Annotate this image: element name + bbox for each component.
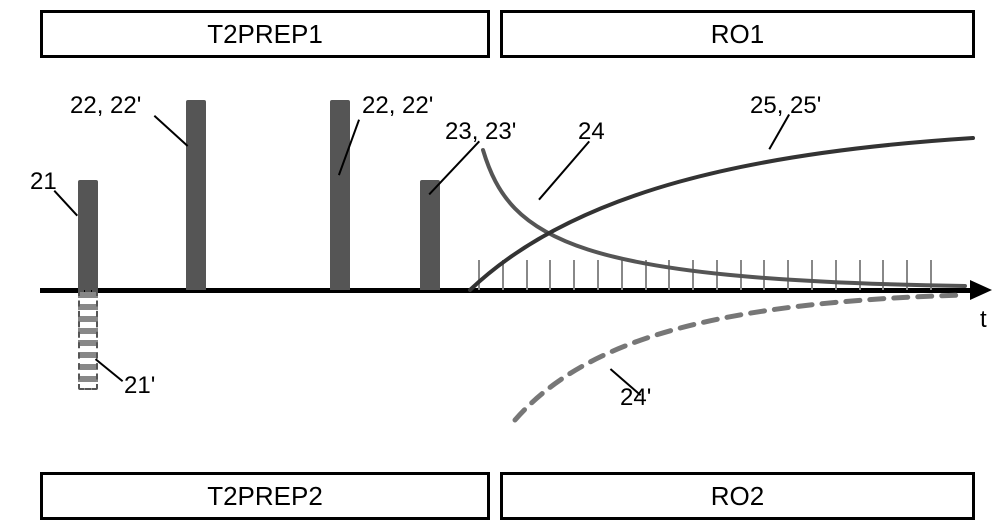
pulse-22a [186, 100, 206, 290]
footer-label: RO2 [711, 481, 764, 512]
leader-line [54, 190, 78, 216]
leader-line [95, 358, 123, 382]
axis-label-t: t [980, 306, 987, 334]
curves-svg [455, 130, 975, 430]
pulse-21 [78, 180, 98, 290]
label-24: 24 [578, 118, 605, 146]
header-box-t2prep1: T2PREP1 [40, 10, 490, 58]
diagram-container: T2PREP1 RO1 T2PREP2 RO2 t 21 22, 22' 22,… [0, 0, 1000, 530]
header-box-ro1: RO1 [500, 10, 975, 58]
label-21-prime: 21' [124, 372, 155, 400]
label-24-prime: 24' [620, 384, 651, 412]
label-25: 25, 25' [750, 92, 821, 120]
header-label: RO1 [711, 19, 764, 50]
pulse-22b [330, 100, 350, 290]
label-22-right: 22, 22' [362, 92, 433, 120]
label-21: 21 [30, 168, 57, 196]
footer-label: T2PREP2 [207, 481, 323, 512]
pulse-23 [420, 180, 440, 290]
footer-box-t2prep2: T2PREP2 [40, 472, 490, 520]
label-23: 23, 23' [445, 118, 516, 146]
leader-line [154, 115, 188, 146]
curve-24-prime [515, 295, 965, 420]
footer-box-ro2: RO2 [500, 472, 975, 520]
label-22: 22, 22' [70, 92, 141, 120]
header-label: T2PREP1 [207, 19, 323, 50]
pulse-21-prime [78, 290, 98, 390]
curve-25 [470, 138, 973, 290]
